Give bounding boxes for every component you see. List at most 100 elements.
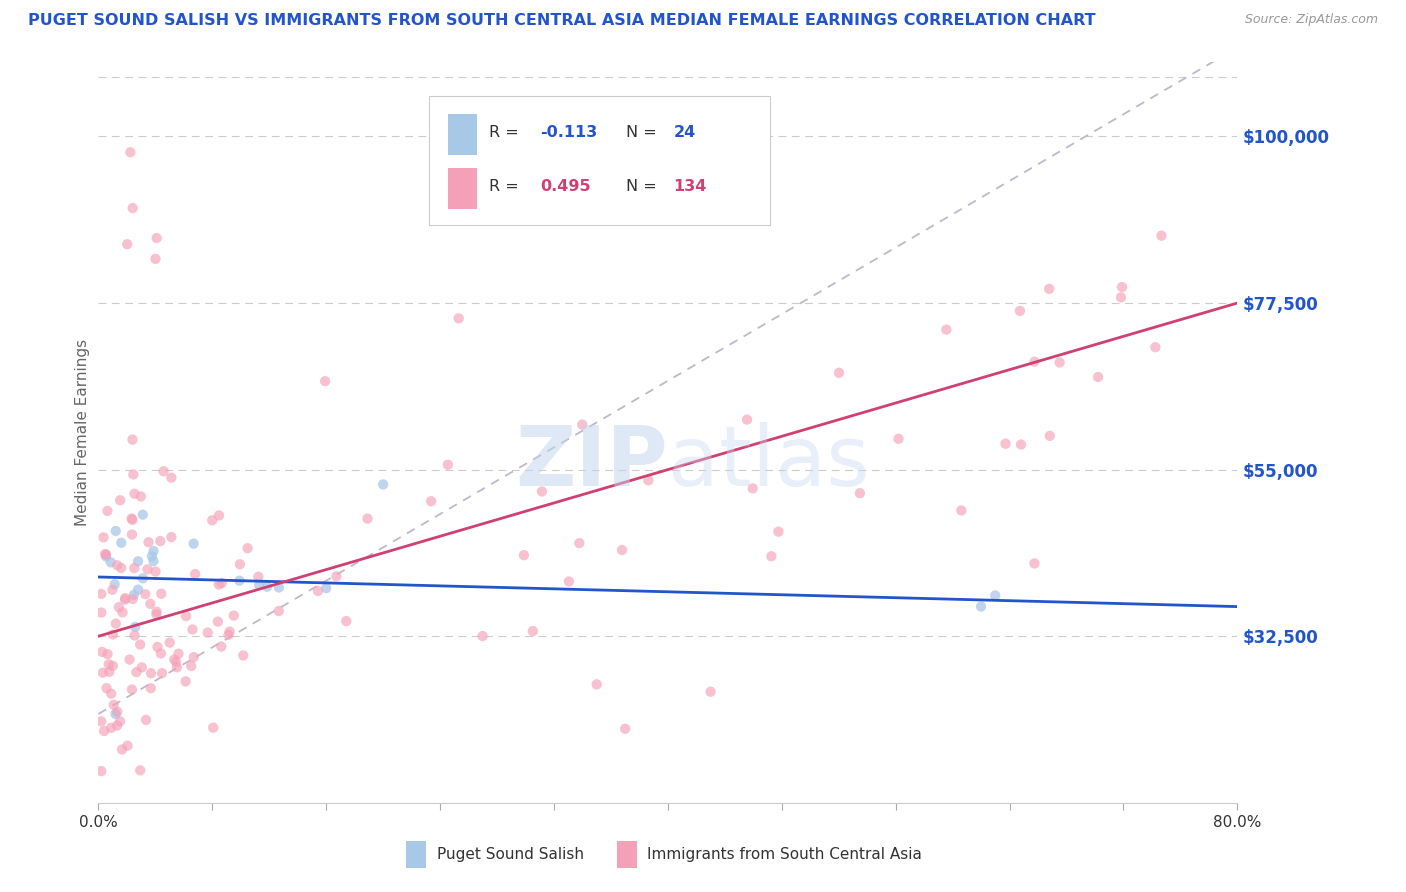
Point (127, 582, 149, 597)
Point (129, 638, 152, 652)
Point (94, 548, 117, 562)
Point (513, 548, 536, 562)
Point (314, 374, 336, 388)
Point (96, 504, 118, 518)
Point (208, 577, 231, 591)
Point (142, 554, 165, 568)
Point (103, 698, 125, 712)
Point (167, 647, 190, 661)
Point (184, 567, 207, 582)
Point (201, 513, 224, 527)
Point (139, 681, 162, 696)
Point (180, 659, 202, 673)
Point (935, 323, 957, 337)
Point (105, 558, 128, 573)
Point (122, 588, 145, 602)
Point (146, 640, 169, 654)
Point (218, 624, 240, 639)
Point (218, 628, 240, 642)
Point (114, 592, 136, 607)
Text: 134: 134 (673, 179, 707, 194)
Point (325, 569, 347, 583)
Text: -0.113: -0.113 (540, 125, 598, 140)
Point (90, 764, 112, 778)
FancyBboxPatch shape (449, 114, 477, 155)
Point (373, 477, 395, 491)
Point (1024, 557, 1046, 571)
Point (522, 624, 544, 638)
Point (132, 508, 155, 522)
Point (100, 555, 122, 569)
Point (152, 464, 174, 478)
Point (105, 705, 128, 719)
FancyBboxPatch shape (406, 841, 426, 868)
Point (117, 739, 139, 753)
Text: Source: ZipAtlas.com: Source: ZipAtlas.com (1244, 13, 1378, 27)
Point (110, 561, 132, 575)
Point (129, 764, 152, 778)
Point (970, 599, 993, 614)
Point (614, 722, 637, 736)
Point (97, 647, 120, 661)
Point (202, 721, 225, 735)
Point (97, 657, 120, 672)
Point (335, 614, 357, 628)
Point (145, 605, 167, 619)
Point (247, 570, 270, 584)
Point (101, 627, 124, 641)
Point (149, 647, 172, 661)
Point (91, 645, 114, 659)
FancyBboxPatch shape (449, 169, 477, 209)
Point (1010, 437, 1032, 451)
Point (307, 584, 329, 599)
Point (571, 417, 593, 432)
Point (256, 580, 278, 594)
Point (849, 486, 872, 500)
Point (105, 718, 128, 732)
Text: 0.495: 0.495 (540, 179, 591, 194)
Point (124, 620, 146, 634)
Point (183, 536, 205, 550)
Point (122, 467, 145, 482)
Point (1008, 304, 1031, 318)
Point (315, 581, 337, 595)
Point (124, 487, 146, 501)
Point (165, 655, 187, 669)
Point (1150, 228, 1173, 243)
Point (121, 527, 143, 541)
Point (585, 677, 607, 691)
Point (150, 587, 173, 601)
Point (134, 587, 156, 601)
Point (768, 524, 790, 539)
FancyBboxPatch shape (617, 841, 637, 868)
Point (247, 578, 270, 592)
Point (735, 412, 758, 426)
Point (208, 508, 231, 523)
Text: N =: N = (626, 179, 662, 194)
Text: 24: 24 (673, 125, 696, 140)
Point (115, 237, 138, 252)
Point (163, 652, 186, 666)
Point (104, 616, 127, 631)
Point (98, 665, 121, 679)
Point (139, 597, 162, 611)
Point (91, 665, 114, 680)
Point (229, 558, 252, 572)
Point (166, 660, 188, 674)
Point (138, 535, 160, 549)
Point (530, 484, 553, 499)
Point (101, 582, 124, 597)
Point (471, 629, 494, 643)
Point (124, 561, 146, 575)
Point (741, 482, 763, 496)
Point (127, 554, 149, 568)
Point (994, 436, 1017, 450)
Point (183, 650, 205, 665)
Point (90, 606, 112, 620)
Point (950, 503, 973, 517)
Point (90, 587, 112, 601)
Point (160, 530, 183, 544)
Point (94, 549, 117, 564)
Point (637, 473, 659, 487)
Point (699, 685, 721, 699)
